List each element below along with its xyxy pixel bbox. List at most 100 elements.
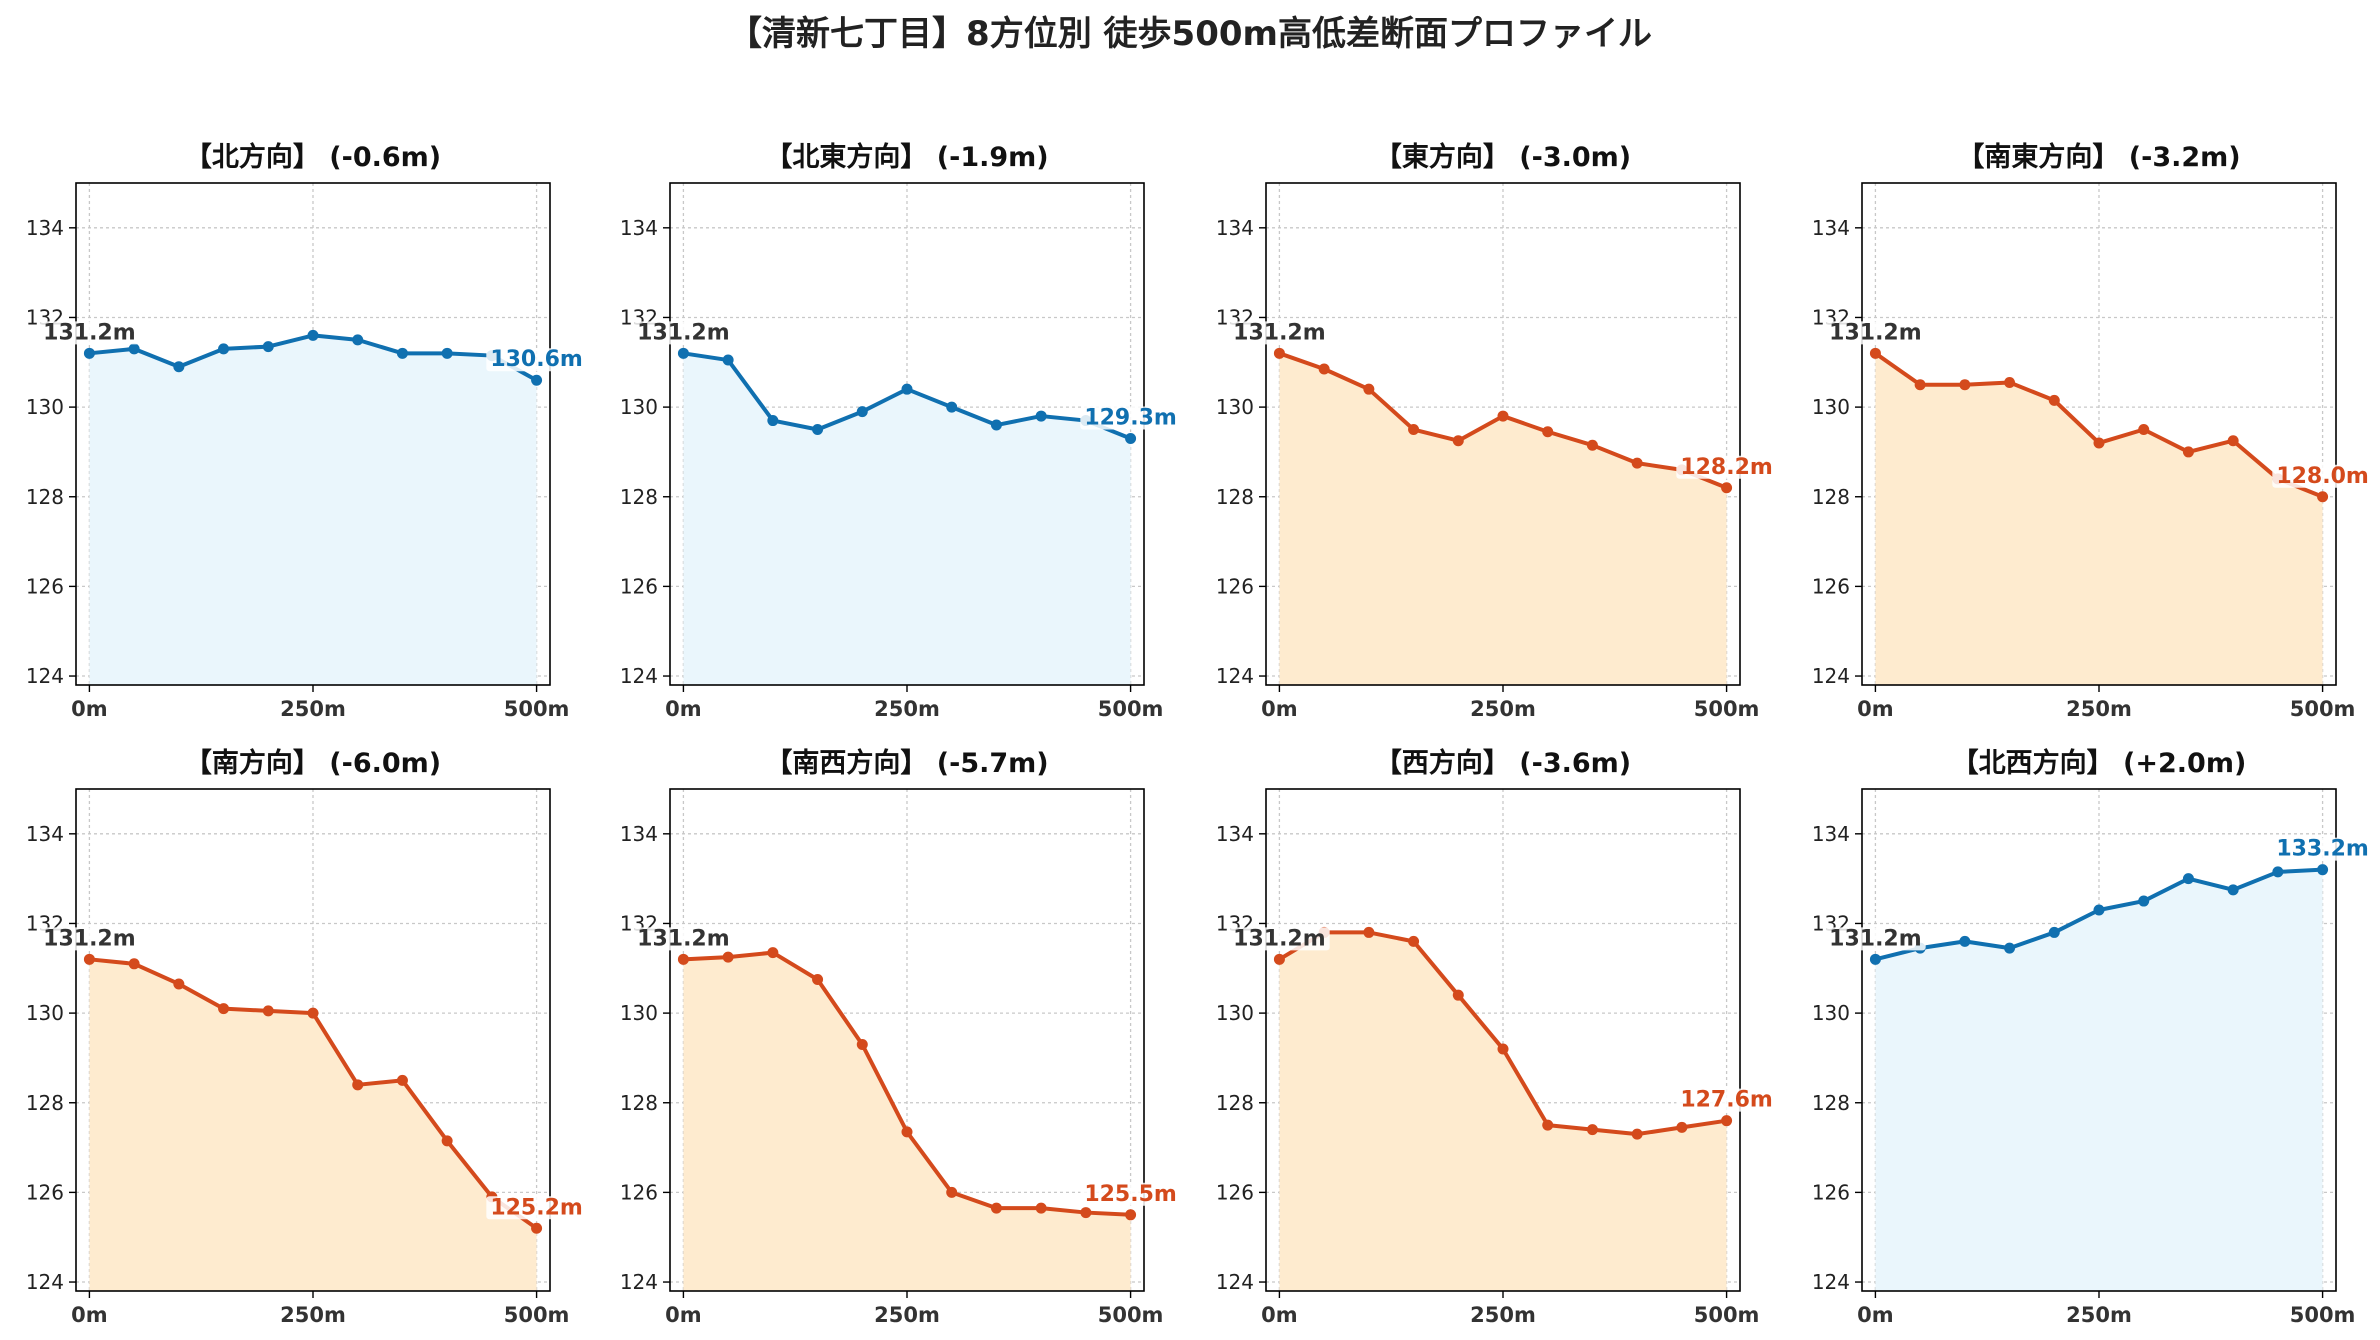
- x-tick-label: 500m: [1098, 697, 1164, 721]
- y-tick-label: 124: [26, 1270, 64, 1294]
- y-tick-label: 128: [26, 485, 64, 509]
- data-point: [1631, 1128, 1643, 1140]
- y-tick-label: 126: [620, 574, 658, 598]
- end-label: 129.3m: [1084, 405, 1177, 430]
- data-point: [1631, 457, 1643, 469]
- y-tick-label: 128: [1812, 1091, 1850, 1115]
- start-label-bg: [39, 927, 140, 951]
- end-label: 128.2m: [1680, 455, 1773, 480]
- area-fill: [89, 959, 537, 1291]
- data-point: [441, 347, 453, 359]
- y-tick-label: 124: [620, 664, 658, 688]
- data-point: [1542, 1119, 1554, 1131]
- chart-title: 【北東方向】 (-1.9m): [765, 141, 1048, 173]
- data-point: [1869, 347, 1881, 359]
- start-label-bg: [1825, 321, 1926, 345]
- data-point: [2138, 424, 2150, 436]
- y-tick-label: 130: [26, 395, 64, 419]
- data-point: [1542, 426, 1554, 438]
- x-tick-label: 0m: [665, 1303, 702, 1327]
- data-point: [396, 347, 408, 359]
- main-title: 【清新七丁目】8方位別 徒歩500m高低差断面プロファイル: [728, 14, 1652, 54]
- y-tick-label: 130: [1812, 1001, 1850, 1025]
- data-point: [352, 1079, 364, 1091]
- data-point: [262, 341, 274, 353]
- x-tick-label: 0m: [1261, 697, 1298, 721]
- start-label: 131.2m: [1233, 320, 1326, 345]
- data-point: [677, 347, 689, 359]
- data-point: [1452, 435, 1464, 447]
- data-point: [1363, 926, 1375, 938]
- data-point: [722, 354, 734, 366]
- data-point: [352, 334, 364, 346]
- data-point: [856, 406, 868, 418]
- data-point: [1914, 379, 1926, 391]
- end-label: 127.6m: [1680, 1088, 1773, 1113]
- start-label-bg: [1229, 927, 1330, 951]
- data-point: [1408, 424, 1420, 436]
- y-tick-label: 124: [1216, 664, 1254, 688]
- data-point: [2272, 866, 2284, 878]
- data-point: [1869, 953, 1881, 965]
- data-point: [856, 1038, 868, 1050]
- data-point: [83, 347, 95, 359]
- data-point: [128, 343, 140, 355]
- data-point: [1586, 439, 1598, 451]
- x-tick-label: 250m: [280, 1303, 346, 1327]
- start-label-bg: [1825, 927, 1926, 951]
- data-point: [1363, 383, 1375, 395]
- y-tick-label: 126: [1812, 574, 1850, 598]
- data-point: [128, 958, 140, 970]
- data-point: [2317, 864, 2329, 876]
- area-fill: [89, 335, 537, 685]
- start-label: 131.2m: [637, 320, 730, 345]
- data-point: [2093, 437, 2105, 449]
- chart-title: 【東方向】 (-3.0m): [1375, 141, 1631, 173]
- start-label: 131.2m: [43, 320, 136, 345]
- start-label-bg: [39, 321, 140, 345]
- x-tick-label: 500m: [1694, 697, 1760, 721]
- data-point: [1035, 1202, 1047, 1214]
- y-tick-label: 134: [1216, 822, 1254, 846]
- data-point: [2182, 446, 2194, 458]
- data-point: [1125, 1209, 1137, 1221]
- x-tick-label: 500m: [504, 1303, 570, 1327]
- y-tick-label: 124: [1216, 1270, 1254, 1294]
- area-fill: [1279, 353, 1727, 685]
- data-point: [173, 978, 185, 990]
- data-point: [1959, 379, 1971, 391]
- end-label: 125.2m: [490, 1195, 583, 1220]
- data-point: [2004, 376, 2016, 388]
- end-label-bg: [2272, 464, 2373, 488]
- data-point: [677, 953, 689, 965]
- data-point: [1080, 1207, 1092, 1219]
- y-tick-label: 130: [1216, 395, 1254, 419]
- y-tick-label: 134: [1812, 216, 1850, 240]
- x-tick-label: 250m: [280, 697, 346, 721]
- end-label-bg: [486, 348, 587, 372]
- data-point: [1497, 410, 1509, 422]
- end-label-bg: [1080, 1182, 1181, 1206]
- data-point: [2048, 926, 2060, 938]
- y-tick-label: 124: [1812, 1270, 1850, 1294]
- data-point: [901, 383, 913, 395]
- x-tick-label: 0m: [1857, 1303, 1894, 1327]
- x-tick-label: 0m: [71, 1303, 108, 1327]
- data-point: [1273, 347, 1285, 359]
- x-tick-label: 500m: [2290, 1303, 2356, 1327]
- chart-title: 【北西方向】 (+2.0m): [1952, 747, 2247, 779]
- data-point: [1676, 1121, 1688, 1133]
- start-label: 131.2m: [1829, 320, 1922, 345]
- data-point: [946, 1186, 958, 1198]
- data-point: [1408, 935, 1420, 947]
- x-tick-label: 0m: [1261, 1303, 1298, 1327]
- x-tick-label: 500m: [504, 697, 570, 721]
- y-tick-label: 124: [620, 1270, 658, 1294]
- start-label: 131.2m: [637, 926, 730, 951]
- y-tick-label: 124: [26, 664, 64, 688]
